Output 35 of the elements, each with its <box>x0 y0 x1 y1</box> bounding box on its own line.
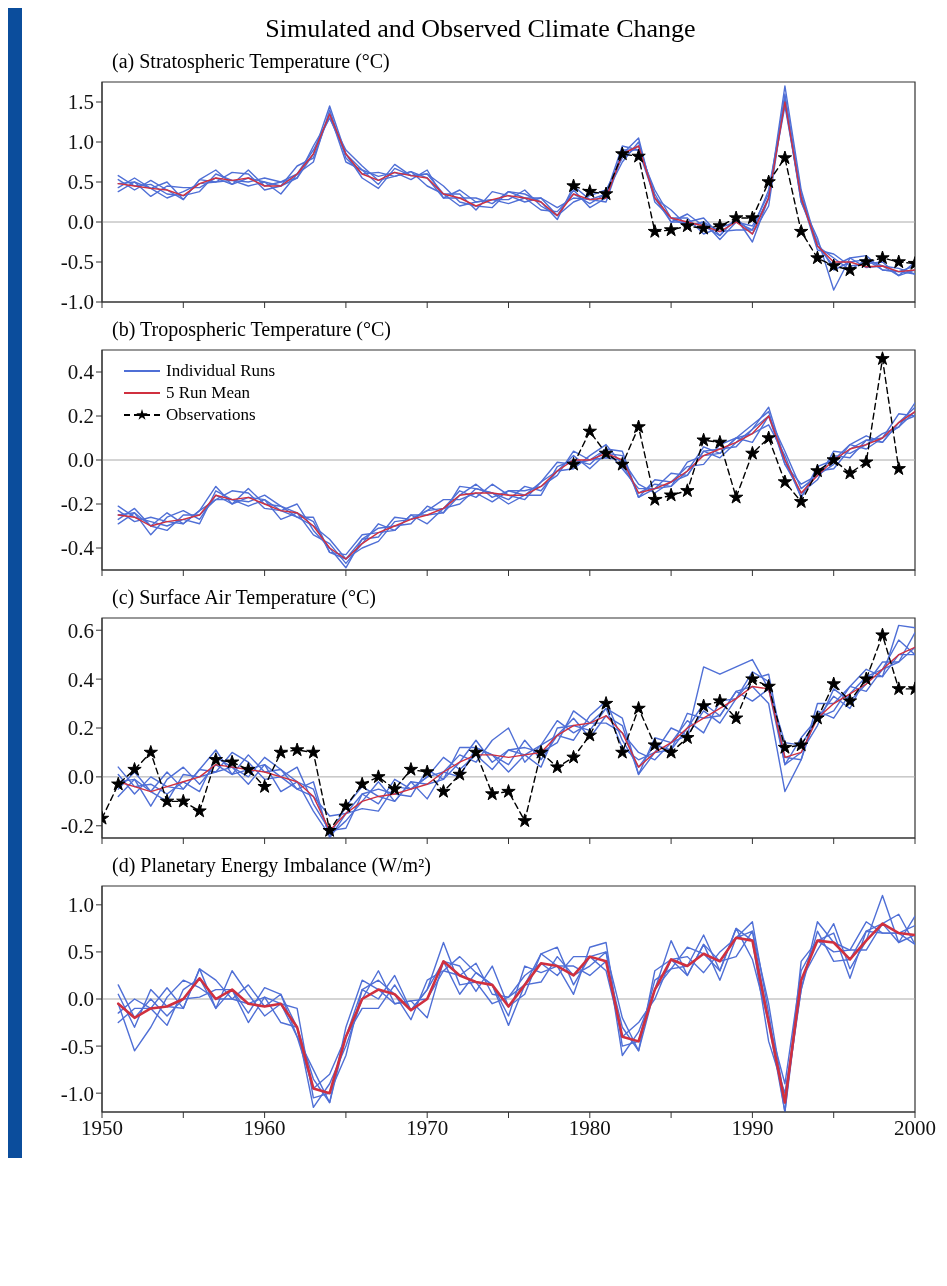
y-tick-label: -0.5 <box>60 1034 94 1059</box>
y-tick-label: 1.0 <box>67 893 94 918</box>
chart-title: Simulated and Observed Climate Change <box>264 13 697 45</box>
y-tick-label: -1.0 <box>60 290 94 315</box>
y-tick-label: 1.5 <box>67 90 94 115</box>
x-tick-label: 1980 <box>568 1115 611 1140</box>
y-tick-label: -0.2 <box>60 814 94 839</box>
x-tick-label: 1990 <box>731 1115 774 1140</box>
y-tick-label: 0.4 <box>67 667 95 692</box>
y-tick-label: 0.0 <box>67 987 94 1012</box>
y-tick-label: 0.5 <box>67 170 94 195</box>
y-tick-label: 0.0 <box>67 765 94 790</box>
x-tick-label: 1950 <box>81 1115 123 1140</box>
x-tick-label: 1970 <box>406 1115 449 1140</box>
y-tick-label: 1.0 <box>67 130 94 155</box>
y-tick-label: 0.2 <box>67 716 94 741</box>
legend-label: Individual Runs <box>166 360 276 382</box>
y-tick-label: -0.5 <box>60 250 94 275</box>
y-tick-label: 0.2 <box>67 404 94 429</box>
x-tick-label: 2000 <box>894 1115 936 1140</box>
y-tick-label: 0.4 <box>67 360 95 385</box>
y-tick-label: -0.2 <box>60 492 94 517</box>
y-tick-label: 0.0 <box>67 210 94 235</box>
legend-label: Observations <box>166 404 256 426</box>
y-tick-label: -0.4 <box>60 536 95 561</box>
chart-subtitle: (d) Planetary Energy Imbalance (W/m²) <box>111 853 432 879</box>
x-tick-label: 1960 <box>243 1115 286 1140</box>
chart-subtitle: (c) Surface Air Temperature (°C) <box>111 585 377 611</box>
y-tick-label: 0.6 <box>67 618 94 643</box>
y-tick-label: -1.0 <box>60 1081 94 1106</box>
chart-subtitle: (b) Tropospheric Temperature (°C) <box>111 317 392 343</box>
legend-label: 5 Run Mean <box>166 382 251 404</box>
y-tick-label: 0.5 <box>67 940 94 965</box>
chart-subtitle: (a) Stratospheric Temperature (°C) <box>111 49 391 75</box>
y-tick-label: 0.0 <box>67 448 94 473</box>
